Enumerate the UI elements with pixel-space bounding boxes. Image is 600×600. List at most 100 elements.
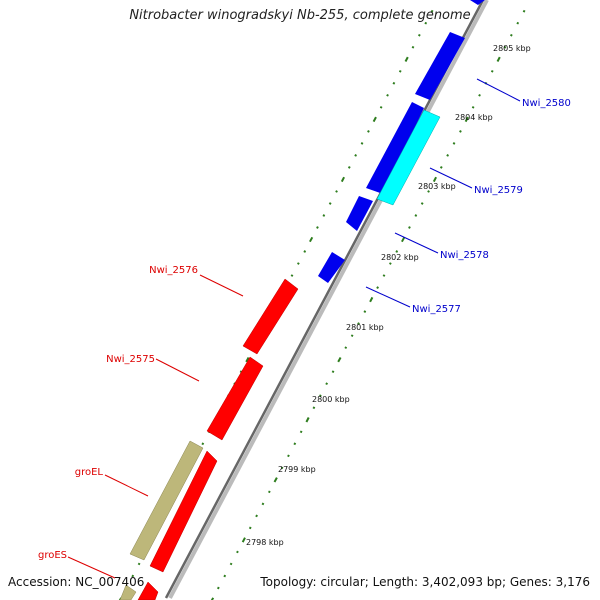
gene-arrow-groel-red[interactable] [149, 450, 218, 573]
gene-arrow-nwi-2577[interactable] [318, 252, 345, 283]
backbone-light [168, 0, 489, 599]
scale-tick [389, 262, 392, 265]
scale-tick [360, 142, 364, 145]
gene-label-groes[interactable]: groES [38, 550, 67, 561]
scale-tick [376, 286, 379, 289]
scale-tick [293, 442, 297, 446]
gene-label-nwi-2578[interactable]: Nwi_2578 [440, 250, 489, 261]
reverse-strand-genes [119, 278, 299, 600]
tick-label-2804: 2804 kbp [455, 113, 493, 122]
scale-tick [290, 274, 294, 277]
genome-title: Nitrobacter winogradskyi Nb-255, complet… [129, 8, 471, 23]
scale-tick [201, 442, 205, 446]
scale-tick [273, 477, 278, 483]
scale-tick [316, 226, 319, 229]
scale-tick [312, 406, 316, 410]
scale-tick [210, 597, 215, 600]
tick-label-2801: 2801 kbp [346, 323, 384, 332]
scale-tick [464, 116, 469, 123]
scale-tick [248, 526, 252, 530]
gene-label-nwi-2577[interactable]: Nwi_2577 [412, 304, 461, 315]
scale-tick [239, 370, 243, 374]
scale-tick [261, 502, 265, 506]
scale-tick [372, 116, 377, 123]
genome-summary-text: Topology: circular; Length: 3,402,093 bp… [260, 575, 590, 589]
scale-tick [510, 33, 513, 37]
gene-arrow-nwi-2580[interactable] [366, 102, 424, 194]
scale-tick [395, 250, 399, 253]
scale-tick [328, 202, 332, 205]
gene-label-nwi-2580[interactable]: Nwi_2580 [522, 98, 571, 109]
scale-tick [131, 574, 135, 578]
scale-tick [280, 466, 284, 470]
scale-tick [137, 562, 141, 566]
scale-tick [229, 562, 233, 566]
gene-label-groel[interactable]: groEL [75, 467, 104, 478]
gene-arrow-groes[interactable] [137, 581, 159, 600]
tick-label-2800: 2800 kbp [312, 395, 350, 404]
scale-tick [217, 586, 220, 590]
scale-tick [337, 357, 342, 363]
scale-tick [305, 417, 310, 423]
scale-tick [379, 106, 383, 109]
scale-tick [516, 21, 520, 25]
scale-tick [398, 69, 402, 73]
scale-tick [325, 382, 328, 386]
scale-tick [340, 176, 345, 183]
scale-tick [350, 334, 354, 337]
scale-tick [446, 154, 449, 157]
scale-tick [382, 274, 386, 277]
scale-tick [297, 262, 300, 265]
gene-label-nwi-2576[interactable]: Nwi_2576 [149, 265, 198, 276]
scale-tick [335, 190, 338, 193]
scale-tick [414, 214, 418, 217]
scale-tick [459, 130, 462, 133]
scale-tick [245, 357, 250, 363]
scale-tick [386, 93, 389, 97]
gene-arrow-groel[interactable] [129, 440, 204, 561]
accession-text: Accession: NC_007406 [8, 575, 145, 589]
gene-arrow-nwi-2581[interactable] [415, 32, 465, 100]
gene-arrow-nwi-2578[interactable] [346, 196, 373, 231]
scale-tick [223, 574, 227, 578]
scale-tick [424, 21, 428, 25]
scale-tick [404, 56, 409, 62]
scale-tick [255, 514, 258, 518]
scale-tick [236, 550, 239, 554]
tick-label-2805: 2805 kbp [493, 44, 531, 53]
scale-tick [303, 250, 307, 253]
scale-tick [439, 166, 443, 169]
scale-tick [268, 490, 271, 494]
scale-tick [432, 176, 437, 183]
scale-tick [496, 56, 501, 62]
scale-tick [503, 45, 507, 49]
scale-tick [354, 154, 357, 157]
scale-tick [367, 130, 370, 133]
scale-tick [452, 142, 456, 145]
scale-tick [490, 69, 494, 73]
scale-tick [331, 370, 335, 374]
scale-tick [344, 346, 348, 349]
scale-tick [347, 166, 351, 169]
tick-label-2799: 2799 kbp [278, 465, 316, 474]
label-leaders [67, 78, 521, 579]
gene-label-nwi-2575[interactable]: Nwi_2575 [106, 354, 155, 365]
gene-arrow-nwi-2575[interactable] [206, 356, 264, 441]
gene-arrow-groes-other[interactable] [119, 584, 137, 600]
tick-label-2803: 2803 kbp [418, 182, 456, 191]
scale-tick [478, 93, 481, 97]
scale-tick [363, 310, 367, 313]
gene-arrow-top[interactable] [470, 0, 485, 5]
scale-tick [392, 81, 396, 85]
gene-arrow-nwi-2576[interactable] [242, 278, 299, 355]
gene-arrow-nwi-2579[interactable] [376, 109, 441, 206]
scale-tick [411, 45, 415, 49]
scale-tick [420, 202, 424, 205]
forward-strand-genes [318, 0, 485, 283]
scale-tick [241, 537, 246, 543]
scale-tick [418, 33, 421, 37]
gene-label-nwi-2579[interactable]: Nwi_2579 [474, 185, 523, 196]
scale-tick [287, 454, 290, 458]
scale-tick [471, 106, 475, 109]
